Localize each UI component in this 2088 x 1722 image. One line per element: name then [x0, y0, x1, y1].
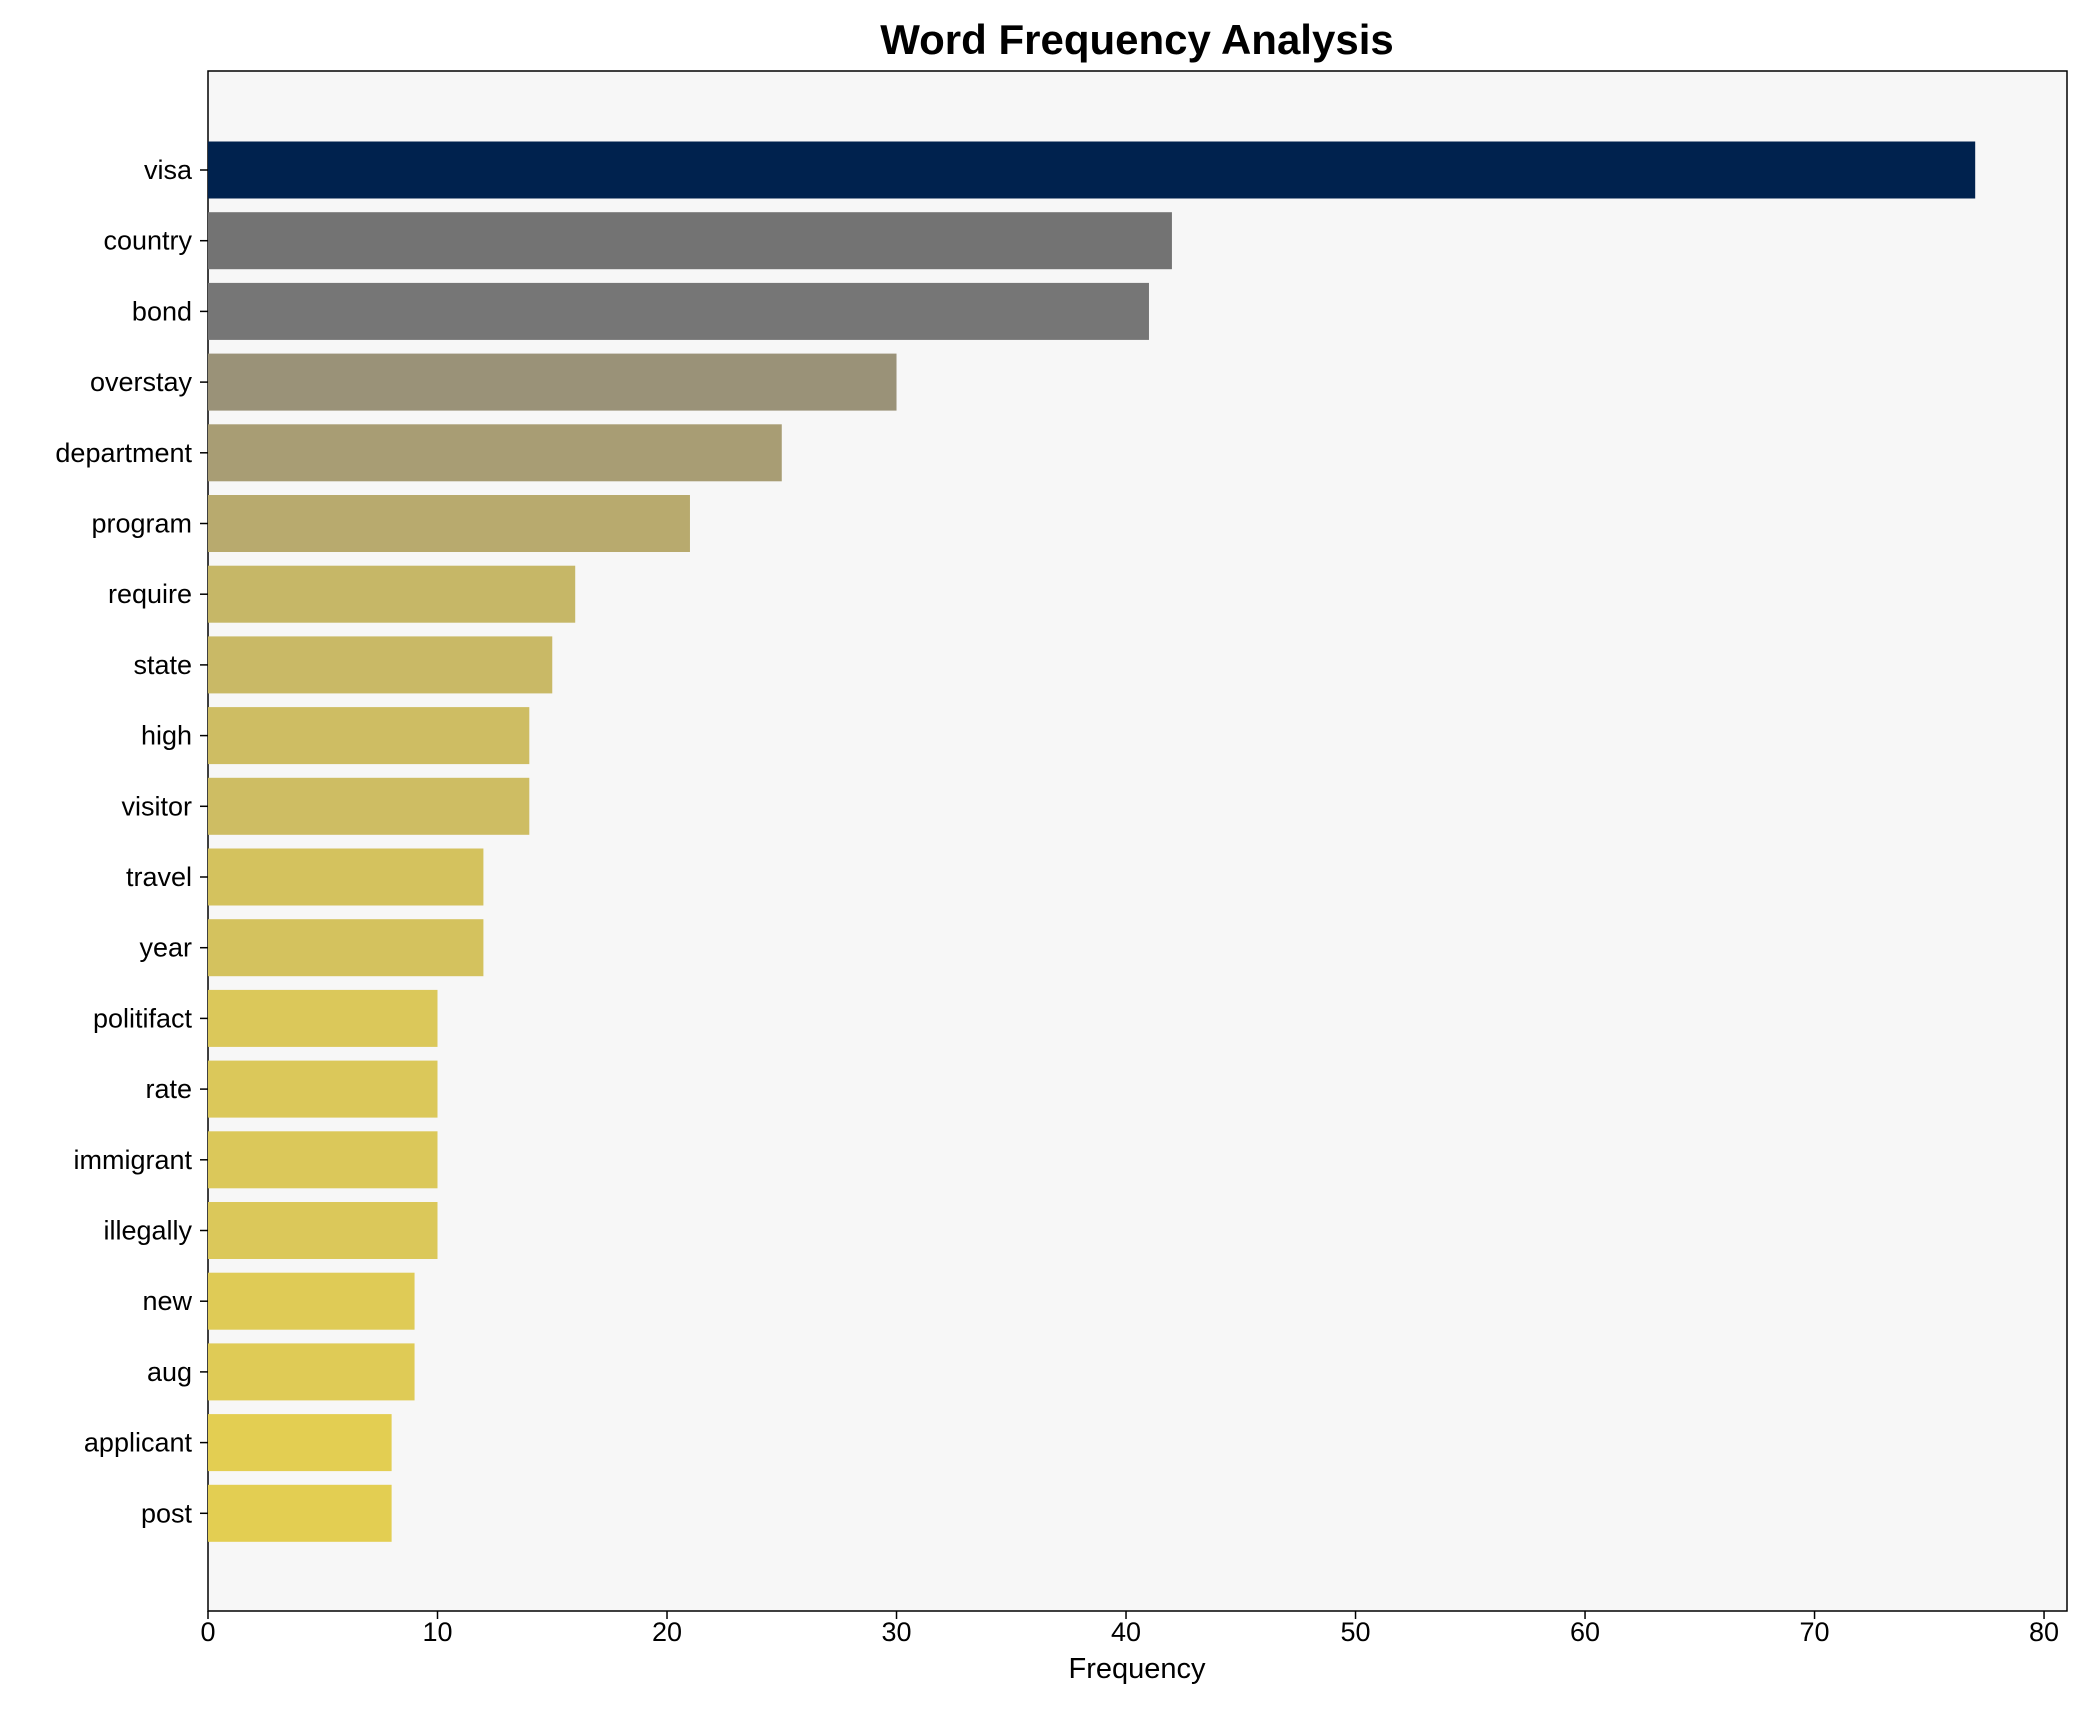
bar-rate: [208, 1060, 438, 1118]
y-tick-label: rate: [145, 1074, 192, 1104]
y-tick-label: high: [141, 721, 192, 751]
chart-title: Word Frequency Analysis: [880, 16, 1393, 63]
bar-require: [208, 565, 576, 623]
bar-year: [208, 919, 484, 977]
x-axis-label: Frequency: [1068, 1653, 1206, 1685]
x-tick-label: 60: [1570, 1617, 1600, 1647]
y-tick-label: new: [142, 1286, 192, 1316]
y-tick-label: applicant: [84, 1428, 193, 1458]
bar-new: [208, 1272, 415, 1330]
x-tick-labels: 0 10 20 30 40 50 60 70 80: [200, 1611, 2059, 1647]
bar-high: [208, 707, 530, 765]
y-tick-label: overstay: [90, 367, 193, 397]
y-tick-label: illegally: [103, 1216, 192, 1246]
x-tick-label: 80: [2029, 1617, 2059, 1647]
y-tick-label: aug: [147, 1357, 192, 1387]
y-tick-label: bond: [132, 296, 192, 326]
x-tick-label: 0: [200, 1617, 215, 1647]
bar-illegally: [208, 1202, 438, 1259]
y-tick-label: post: [141, 1498, 193, 1528]
y-tick-label: immigrant: [73, 1145, 192, 1175]
y-tick-label: travel: [126, 862, 192, 892]
y-tick-label: year: [139, 933, 192, 963]
bar-bond: [208, 282, 1149, 340]
x-tick-label: 30: [881, 1617, 911, 1647]
y-tick-label: department: [55, 438, 192, 468]
bar-aug: [208, 1343, 415, 1401]
bar-applicant: [208, 1414, 392, 1472]
y-tick-label: state: [133, 650, 192, 680]
x-tick-label: 40: [1111, 1617, 1141, 1647]
bars-group: [208, 141, 1976, 1542]
bar-post: [208, 1484, 392, 1542]
bar-visitor: [208, 777, 530, 835]
y-tick-label: country: [103, 226, 192, 256]
y-tick-label: visitor: [121, 791, 192, 821]
y-tick-label: require: [108, 579, 192, 609]
x-tick-label: 70: [1800, 1617, 1830, 1647]
bar-department: [208, 424, 782, 482]
x-tick-label: 20: [652, 1617, 682, 1647]
y-tick-labels: visa country bond overstay department program…: [55, 155, 208, 1528]
bar-program: [208, 495, 690, 552]
bar-country: [208, 212, 1172, 270]
bar-politifact: [208, 989, 438, 1047]
bar-overstay: [208, 353, 897, 411]
y-tick-label: visa: [144, 155, 193, 185]
y-tick-label: politifact: [93, 1003, 193, 1033]
bar-immigrant: [208, 1131, 438, 1189]
x-tick-label: 50: [1341, 1617, 1371, 1647]
bar-travel: [208, 848, 484, 906]
y-tick-label: program: [91, 509, 192, 539]
bar-visa: [208, 141, 1976, 199]
x-tick-label: 10: [422, 1617, 452, 1647]
bar-state: [208, 636, 553, 694]
